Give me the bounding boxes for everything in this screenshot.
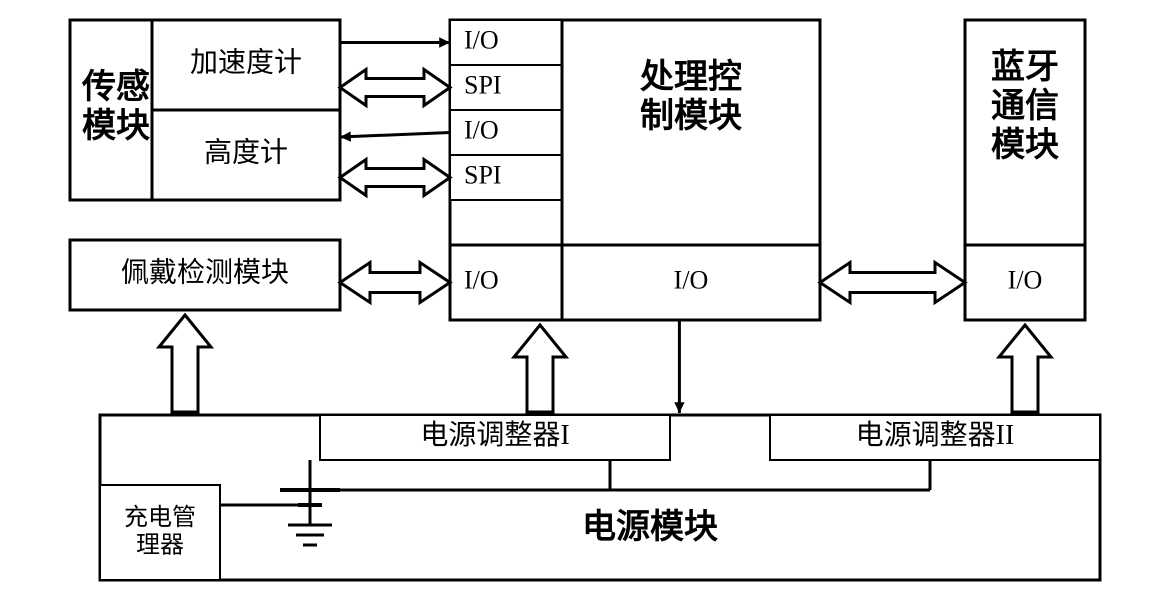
svg-text:蓝牙通信模块: 蓝牙通信模块 — [991, 48, 1059, 164]
svg-text:I/O: I/O — [464, 25, 499, 54]
svg-text:加速度计: 加速度计 — [190, 46, 302, 78]
svg-text:电源模块: 电源模块 — [582, 508, 718, 546]
svg-text:I/O: I/O — [674, 265, 709, 294]
svg-text:I/O: I/O — [1008, 265, 1043, 294]
svg-text:高度计: 高度计 — [204, 136, 288, 168]
svg-text:电源调整器II: 电源调整器II — [856, 419, 1015, 451]
svg-text:SPI: SPI — [464, 70, 502, 99]
svg-text:I/O: I/O — [464, 115, 499, 144]
svg-text:SPI: SPI — [464, 160, 502, 189]
svg-text:电源调整器I: 电源调整器I — [420, 419, 569, 451]
block-diagram: 传感模块加速度计高度计佩戴检测模块I/OSPII/OSPI处理控制模块I/OI/… — [0, 0, 1163, 595]
svg-text:I/O: I/O — [464, 265, 499, 294]
svg-text:佩戴检测模块: 佩戴检测模块 — [121, 256, 289, 288]
